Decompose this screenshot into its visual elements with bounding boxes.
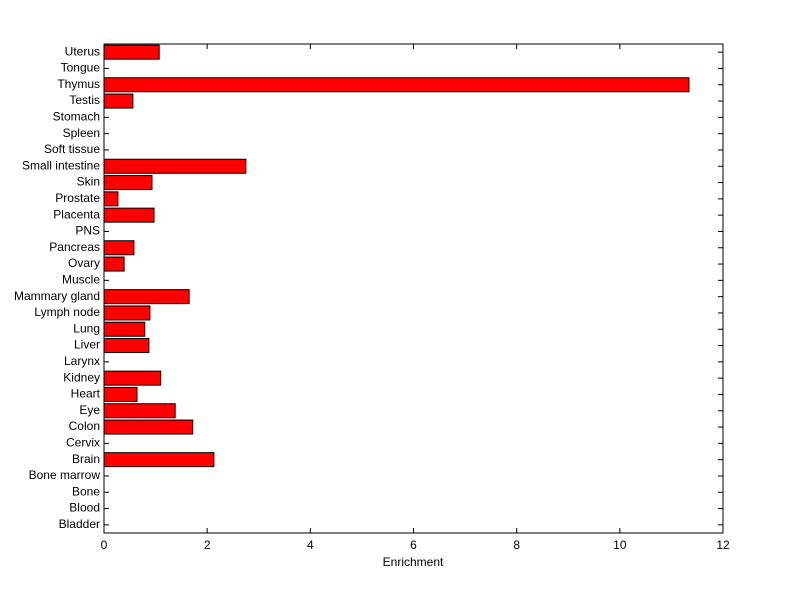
bar (103, 452, 215, 468)
y-tick-label: Soft tissue (44, 142, 100, 156)
y-tick-label: Stomach (53, 110, 100, 124)
y-tick-label: PNS (75, 224, 100, 238)
x-tick-label: 8 (513, 538, 520, 552)
bar (103, 386, 138, 402)
y-tick-label: Mammary gland (14, 289, 100, 303)
bar (103, 419, 194, 435)
bar (103, 240, 135, 256)
y-tick-label: Lymph node (34, 305, 100, 319)
y-tick-label: Tongue (61, 61, 101, 75)
y-tick-label: Bone marrow (29, 468, 101, 482)
y-tick-label: Pancreas (49, 240, 100, 254)
x-tick-label: 0 (101, 538, 108, 552)
y-tick-label: Lung (73, 321, 100, 335)
bar (103, 191, 119, 207)
y-tick-label: Prostate (55, 191, 100, 205)
y-tick-label: Placenta (53, 207, 100, 221)
x-tick-label: 10 (613, 538, 627, 552)
y-tick-label: Spleen (63, 126, 100, 140)
y-tick-label: Small intestine (22, 158, 100, 172)
bar (103, 370, 162, 386)
y-tick-label: Skin (77, 175, 100, 189)
y-tick-label: Larynx (64, 354, 100, 368)
x-tick-label: 4 (307, 538, 314, 552)
bar (103, 207, 155, 223)
y-tick-label: Eye (79, 403, 100, 417)
y-tick-label: Ovary (68, 256, 100, 270)
bar (103, 338, 150, 354)
x-tick-label: 2 (204, 538, 211, 552)
x-tick-label: 6 (410, 538, 417, 552)
y-tick-label: Brain (72, 452, 100, 466)
y-tick-label: Bladder (59, 517, 100, 531)
y-tick-label: Uterus (65, 44, 100, 58)
y-tick-label: Kidney (63, 370, 100, 384)
bar (103, 289, 190, 305)
x-axis-label: Enrichment (383, 555, 444, 569)
y-tick-label: Blood (69, 501, 100, 515)
bar (103, 321, 146, 337)
x-tick-label: 12 (716, 538, 730, 552)
y-tick-label: Thymus (57, 77, 100, 91)
bar (103, 175, 153, 191)
bar (103, 158, 247, 174)
plot-frame (103, 43, 724, 534)
bar (103, 305, 151, 321)
y-tick-label: Heart (71, 387, 101, 401)
y-tick-label: Muscle (62, 273, 100, 287)
bar (103, 93, 134, 109)
y-tick-label: Cervix (66, 436, 100, 450)
y-tick-label: Testis (69, 93, 100, 107)
bar (103, 256, 125, 272)
bar (103, 403, 176, 419)
bar (103, 77, 690, 93)
y-tick-label: Bone (72, 484, 100, 498)
y-tick-label: Colon (69, 419, 100, 433)
y-tick-label: Liver (74, 338, 100, 352)
bar (103, 44, 160, 60)
